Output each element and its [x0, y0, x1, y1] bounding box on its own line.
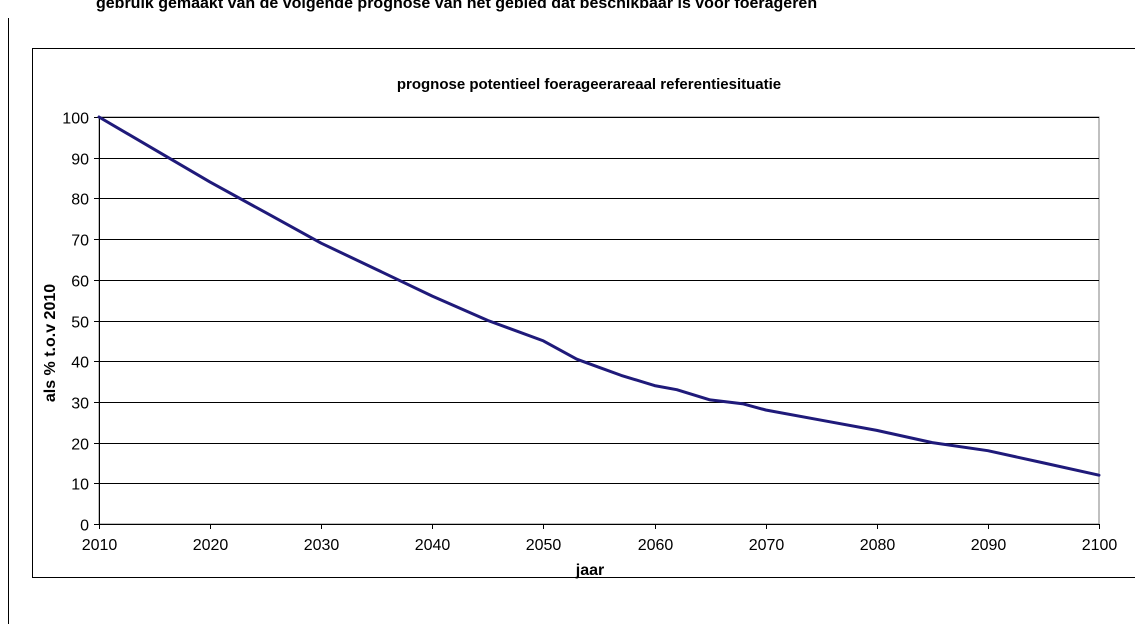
- series-line-0: [97, 115, 1101, 477]
- page-left-rule: [8, 18, 9, 624]
- chart-frame: 0 10 20 30 40 50 60 70 80 90 100 2010 2020 2030 2040 20…: [32, 48, 1135, 579]
- y-tick-label: 90: [71, 152, 89, 169]
- x-tick-label: 2080: [860, 537, 896, 554]
- y-tick-label: 60: [71, 274, 89, 291]
- plot-area: [98, 116, 1100, 525]
- y-tick-label: 50: [71, 315, 89, 332]
- y-tick-label: 10: [71, 477, 89, 494]
- page-header-text: gebruik gemaakt van de volgende prognose…: [96, 0, 818, 12]
- y-tick-label: 0: [80, 518, 89, 535]
- y-tick-label: 70: [71, 233, 89, 250]
- x-tick-label: 2070: [749, 537, 785, 554]
- y-tick-label: 80: [71, 192, 89, 209]
- y-tick-label: 100: [62, 111, 89, 128]
- x-tick-label: 2100: [1082, 537, 1118, 554]
- y-tick-label: 20: [71, 437, 89, 454]
- y-axis-label: als % t.o.v 2010: [42, 284, 59, 402]
- chart-title: prognose potentieel foerageerareaal refe…: [397, 76, 781, 93]
- x-tick-label: 2010: [82, 537, 118, 554]
- x-axis-label: jaar: [575, 562, 604, 579]
- x-tick-label: 2090: [971, 537, 1007, 554]
- x-tick-label: 2050: [526, 537, 562, 554]
- x-tick-label: 2040: [415, 537, 451, 554]
- y-tick-label: 40: [71, 355, 89, 372]
- x-tick-label: 2030: [304, 537, 340, 554]
- y-tick-label: 30: [71, 396, 89, 413]
- x-tick-label: 2020: [193, 537, 229, 554]
- x-tick-label: 2060: [638, 537, 674, 554]
